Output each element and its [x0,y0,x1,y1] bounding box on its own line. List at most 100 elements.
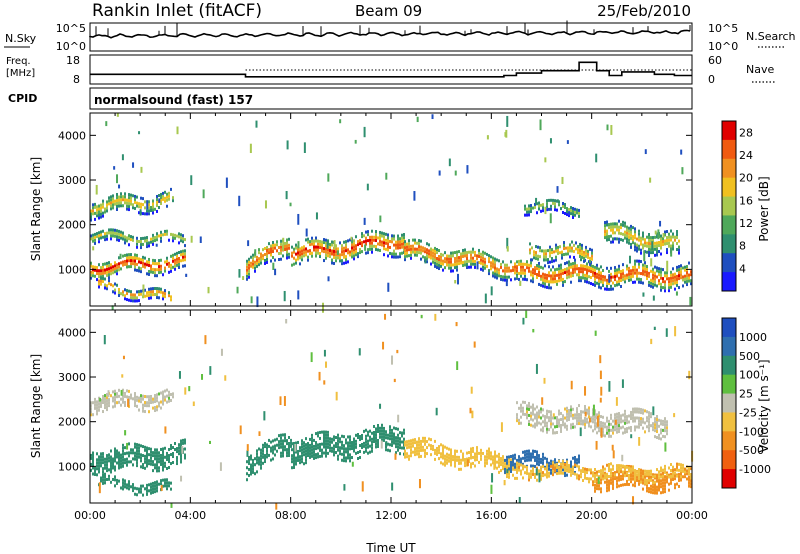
power-cell [612,225,614,229]
velocity-cell [246,472,248,476]
power-cell [178,232,180,236]
power-cell [574,213,576,217]
velocity-cell [146,455,148,459]
power-cell [562,202,564,206]
velocity-cell [401,434,403,438]
power-cell [492,256,494,260]
velocity-cell [359,438,361,442]
velocity-cell [293,456,295,460]
power-cell [116,238,118,242]
velocity-cell [680,469,682,473]
velocity-cell [321,451,323,455]
power-scatter-cell [416,116,419,123]
power-cell [387,239,389,243]
velocity-cell [146,446,148,450]
power-cell [565,252,567,256]
power-cell [355,247,357,251]
velocity-cell [414,453,416,457]
station-title: Rankin Inlet (fitACF) [92,1,262,21]
power-scatter-cell [158,198,161,203]
power-cell [325,247,327,251]
velocity-cell [295,456,297,460]
power-cell [610,266,612,270]
velocity-cell [508,457,510,461]
power-cell [464,263,466,267]
velocity-cell [678,468,680,472]
velocity-cell [584,476,586,480]
velocity-cell [276,449,278,453]
velocity-cell [444,445,446,449]
velocity-cell [646,472,648,476]
power-scatter-cell [680,149,683,155]
power-cell [494,272,496,276]
power-cell [104,268,106,272]
velocity-cell [284,436,286,440]
power-cell [569,249,571,253]
power-cell [92,265,94,269]
power-cell [632,238,634,242]
velocity-cell [349,435,351,439]
power-cell [246,274,248,278]
power-cell [574,267,576,271]
velocity-cell [648,411,650,415]
velocity-cell [636,416,638,420]
velocity-cell [500,457,502,461]
velocity-cell [502,458,504,462]
power-cell [148,244,150,248]
velocity-cell [353,449,355,453]
power-cell [104,286,106,290]
power-cell [148,296,150,300]
power-cell [532,268,534,272]
power-cell [126,204,128,208]
power-cell [506,263,508,267]
velocity-cell [134,392,136,396]
power-cell [321,240,323,244]
velocity-cell [612,431,614,435]
velocity-cell [446,452,448,456]
power-cell [150,293,152,297]
velocity-cell [606,483,608,487]
power-cell [375,245,377,249]
velocity-cell [422,436,424,440]
velocity-scatter-cell [541,397,544,405]
power-cell [138,260,140,264]
velocity-cell [426,440,428,444]
velocity-cell [110,480,112,484]
power-cell [347,239,349,243]
velocity-cell [506,458,508,462]
power-cell [690,273,692,277]
power-cell [448,266,450,270]
velocity-cell [646,410,648,414]
velocity-cell [546,412,548,416]
power-cell [124,297,126,301]
velocity-cell [166,388,168,392]
velocity-cell [660,431,662,435]
power-cell [570,206,572,210]
power-cell [383,253,385,257]
velocity-cell [522,456,524,460]
velocity-cell [288,448,290,452]
power-cell [546,199,548,203]
power-cell [450,254,452,258]
power-cell [618,270,620,274]
velocity-cell [616,485,618,489]
velocity-cell [303,447,305,451]
power-scatter-cell [556,186,559,193]
velocity-cell [498,458,500,462]
velocity-cell [470,453,472,457]
velocity-cell [323,439,325,443]
power-cell [100,209,102,213]
power-cell [126,236,128,240]
power-cell [604,224,606,228]
velocity-cell [552,416,554,420]
velocity-cell [542,471,544,475]
power-cell [164,196,166,200]
power-cell [401,236,403,240]
velocity-cell [540,428,542,432]
power-cell [678,271,680,275]
velocity-cell [566,418,568,422]
velocity-cell [530,411,532,415]
power-scatter-cell [490,286,493,296]
power-cell [365,242,367,246]
power-cell [140,258,142,262]
